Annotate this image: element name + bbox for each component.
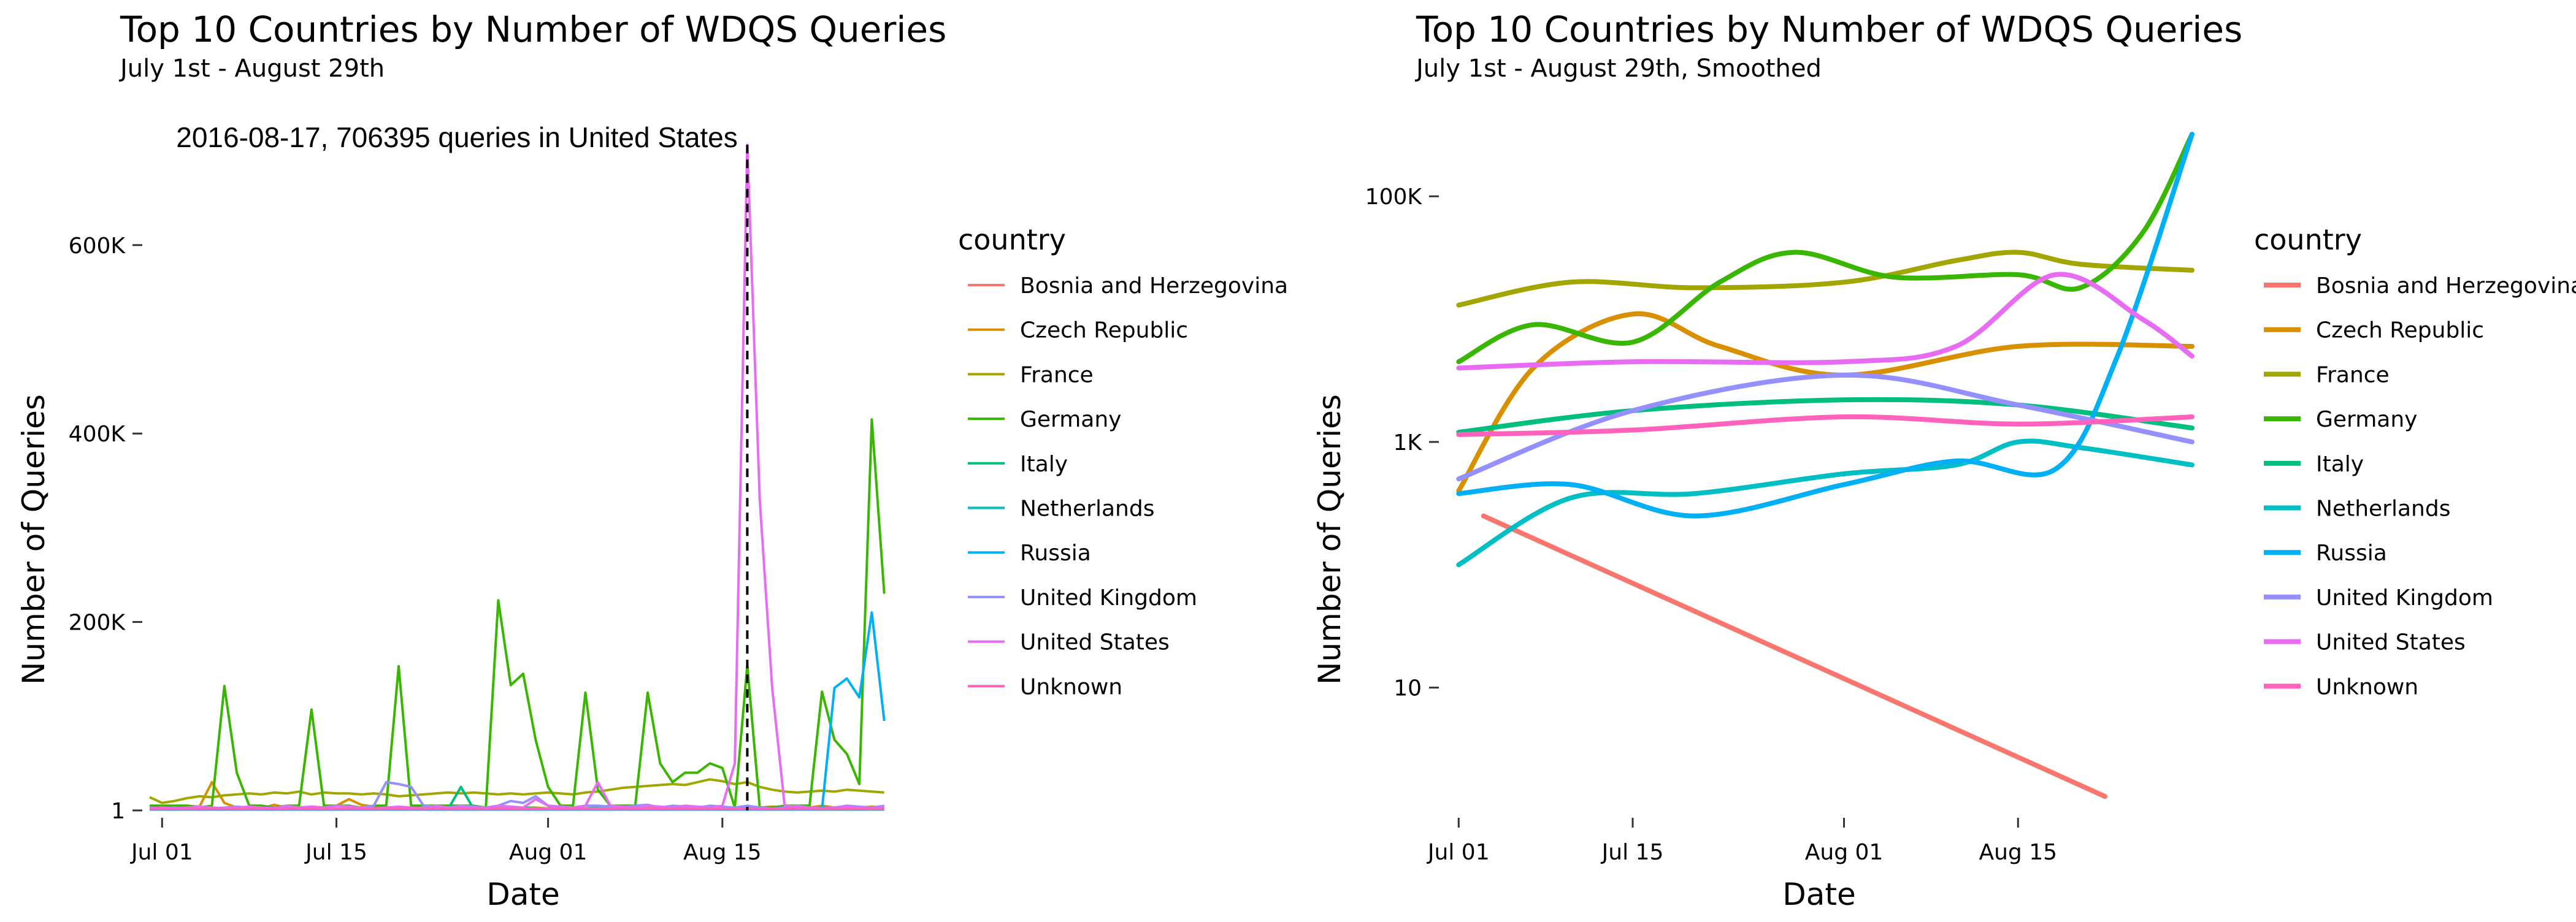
legend-label-italy: Italy bbox=[1020, 452, 1068, 477]
chart-smoothed: Top 10 Countries by Number of WDQS Queri… bbox=[1312, 9, 2576, 912]
series-line-unknown bbox=[1456, 414, 2195, 437]
chart-raw: Top 10 Countries by Number of WDQS Queri… bbox=[16, 9, 1288, 912]
series-line-united-states bbox=[1456, 272, 2195, 371]
chart-raw-subtitle: July 1st - August 29th bbox=[118, 55, 385, 83]
series-line-russia bbox=[1456, 132, 2195, 519]
y-tick-label: 10 bbox=[1393, 676, 1422, 701]
legend-label-united-kingdom: United Kingdom bbox=[1020, 585, 1197, 611]
x-tick-label: Jul 01 bbox=[1427, 840, 1490, 865]
series-line-germany bbox=[1456, 132, 2195, 365]
chart-raw-ylabel: Number of Queries bbox=[16, 394, 52, 685]
y-tick-label: 100K bbox=[1365, 185, 1423, 210]
legend-label-czech-republic: Czech Republic bbox=[2316, 318, 2484, 343]
chart-smoothed-title: Top 10 Countries by Number of WDQS Queri… bbox=[1416, 9, 2242, 50]
x-tick-label: Aug 15 bbox=[1979, 840, 2057, 865]
series-line-france bbox=[149, 778, 884, 804]
y-tick-label: 600K bbox=[69, 234, 126, 259]
legend-label-united-kingdom: United Kingdom bbox=[2316, 585, 2493, 611]
x-tick-label: Jul 15 bbox=[1601, 840, 1664, 865]
y-tick-label: 200K bbox=[69, 611, 126, 636]
x-tick-label: Jul 01 bbox=[130, 840, 193, 865]
x-tick-label: Aug 01 bbox=[509, 840, 588, 865]
series-line-germany bbox=[150, 418, 886, 809]
chart-raw-xlabel: Date bbox=[486, 877, 560, 912]
x-tick-label: Jul 15 bbox=[304, 840, 367, 865]
chart-raw-y-axis: 1 200K 400K 600K bbox=[69, 234, 142, 824]
series-line-bosnia-and-herzegovina bbox=[1481, 513, 2108, 799]
legend-label-netherlands: Netherlands bbox=[1020, 497, 1154, 522]
legend-label-italy: Italy bbox=[2316, 452, 2364, 477]
legend-label-germany: Germany bbox=[1020, 407, 1121, 432]
series-line-united-states bbox=[149, 143, 884, 810]
legend-label-unknown: Unknown bbox=[2316, 674, 2418, 699]
chart-smoothed-lines bbox=[1456, 132, 2195, 799]
y-tick-label: 1K bbox=[1393, 430, 1422, 455]
series-line-united-kingdom bbox=[1456, 372, 2195, 482]
legend-label-france: France bbox=[2316, 362, 2390, 387]
series-line-italy bbox=[1456, 397, 2195, 435]
legend-label-russia: Russia bbox=[1020, 541, 1091, 566]
chart-raw-lines bbox=[149, 143, 886, 811]
legend-label-germany: Germany bbox=[2316, 407, 2417, 432]
legend-label-united-states: United States bbox=[2316, 630, 2466, 655]
series-line-netherlands bbox=[1456, 438, 2195, 568]
legend-label-netherlands: Netherlands bbox=[2316, 497, 2450, 522]
chart-raw-title: Top 10 Countries by Number of WDQS Queri… bbox=[120, 9, 946, 50]
legend-label-united-states: United States bbox=[1020, 630, 1170, 655]
chart-raw-x-axis: Jul 01 Jul 15 Aug 01 Aug 15 bbox=[130, 818, 762, 865]
chart-smoothed-legend: country Bosnia and Herzegovina Czech Repu… bbox=[2254, 223, 2576, 699]
chart-smoothed-ylabel: Number of Queries bbox=[1312, 394, 1347, 685]
y-tick-label: 400K bbox=[69, 422, 126, 447]
peak-annotation: 2016-08-17, 706395 queries in United Sta… bbox=[176, 121, 738, 153]
chart-raw-legend-title: country bbox=[958, 223, 1066, 256]
series-line-france bbox=[1456, 250, 2195, 308]
legend-label-bosnia-and-herzegovina: Bosnia and Herzegovina bbox=[1020, 273, 1288, 299]
chart-smoothed-xlabel: Date bbox=[1782, 877, 1856, 912]
legend-label-russia: Russia bbox=[2316, 541, 2387, 566]
x-tick-label: Aug 15 bbox=[683, 840, 762, 865]
legend-label-czech-republic: Czech Republic bbox=[1020, 318, 1188, 343]
legend-label-france: France bbox=[1020, 362, 1094, 387]
series-line-czech-republic bbox=[1456, 311, 2195, 493]
legend-label-unknown: Unknown bbox=[1020, 674, 1122, 699]
y-tick-label: 1 bbox=[111, 799, 125, 824]
chart-smoothed-x-axis: Jul 01 Jul 15 Aug 01 Aug 15 bbox=[1427, 818, 2057, 865]
legend-label-bosnia-and-herzegovina: Bosnia and Herzegovina bbox=[2316, 273, 2576, 299]
chart-smoothed-y-axis: 10 1K 100K bbox=[1365, 185, 1439, 701]
chart-smoothed-legend-title: country bbox=[2254, 223, 2362, 256]
chart-smoothed-subtitle: July 1st - August 29th, Smoothed bbox=[1414, 55, 1822, 83]
x-tick-label: Aug 01 bbox=[1805, 840, 1884, 865]
chart-raw-legend: country Bosnia and Herzegovina Czech Repu… bbox=[958, 223, 1288, 699]
